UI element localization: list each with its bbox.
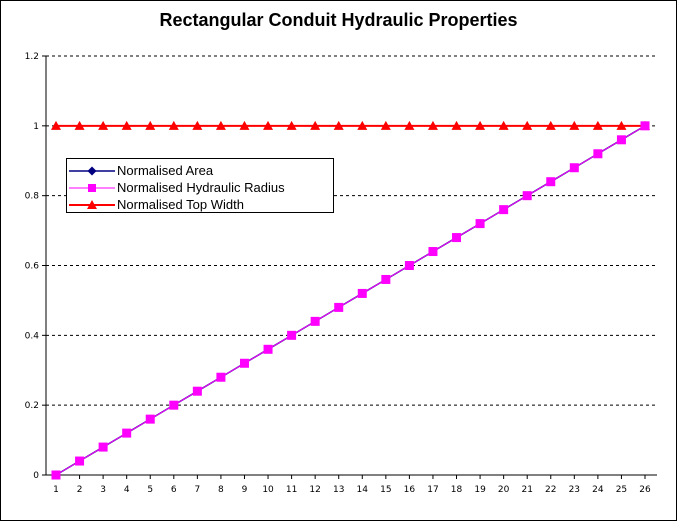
data-point-top-width: [545, 120, 556, 130]
data-point-hydraulic-radius: [98, 442, 108, 452]
x-tick-label: 14: [357, 485, 369, 495]
data-point-top-width: [286, 120, 297, 130]
legend-swatch-hydraulic-radius: [69, 184, 115, 192]
data-point-top-width: [427, 120, 438, 130]
x-tick-label: 3: [100, 485, 106, 495]
x-tick-label: 19: [474, 485, 486, 495]
x-tick-label: 9: [242, 485, 248, 495]
legend-label-hydraulic-radius: Normalised Hydraulic Radius: [117, 180, 285, 195]
data-point-top-width: [239, 120, 250, 130]
data-point-hydraulic-radius: [192, 386, 202, 396]
x-tick-label: 7: [194, 485, 200, 495]
y-tick-label: 0.8: [25, 192, 40, 202]
legend-item-top-width: Normalised Top Width: [67, 197, 333, 213]
data-point-hydraulic-radius: [428, 247, 438, 257]
x-tick-label: 21: [521, 485, 532, 495]
data-point-top-width: [51, 120, 61, 130]
data-point-hydraulic-radius: [334, 302, 344, 312]
x-tick-label: 22: [545, 485, 556, 495]
data-point-top-width: [475, 120, 486, 130]
x-tick-label: 11: [286, 485, 297, 495]
data-point-hydraulic-radius: [122, 428, 132, 438]
x-tick-label: 13: [333, 485, 344, 495]
x-tick-label: 12: [309, 485, 320, 495]
y-tick-label: 1.2: [25, 52, 39, 62]
data-point-top-width: [74, 120, 85, 130]
data-point-top-width: [522, 120, 533, 130]
data-point-hydraulic-radius: [475, 219, 485, 229]
y-tick-label: 0.6: [25, 262, 40, 272]
data-point-top-width: [192, 120, 203, 130]
x-tick-label: 26: [639, 485, 651, 495]
data-point-hydraulic-radius: [522, 191, 532, 201]
legend-swatch-area: [69, 166, 115, 176]
data-point-hydraulic-radius: [239, 358, 249, 368]
x-tick-label: 20: [498, 485, 510, 495]
legend-swatch-top-width: [69, 200, 115, 209]
data-point-hydraulic-radius: [381, 274, 391, 284]
x-tick-label: 4: [124, 485, 130, 495]
data-point-top-width: [616, 120, 627, 130]
data-point-top-width: [380, 120, 391, 130]
x-tick-label: 18: [451, 485, 463, 495]
x-tick-label: 16: [404, 485, 416, 495]
data-point-top-width: [263, 120, 274, 130]
x-tick-label: 6: [171, 485, 177, 495]
data-point-hydraulic-radius: [546, 177, 556, 187]
legend-item-area: Normalised Area: [67, 163, 333, 179]
data-point-top-width: [498, 120, 509, 130]
y-tick-label: 0: [33, 471, 39, 481]
data-point-top-width: [145, 120, 156, 130]
data-point-hydraulic-radius: [452, 233, 462, 243]
x-tick-label: 8: [218, 485, 224, 495]
legend: Normalised Area Normalised Hydraulic Rad…: [66, 158, 334, 213]
data-point-top-width: [404, 120, 415, 130]
data-point-hydraulic-radius: [593, 149, 603, 159]
data-point-top-width: [333, 120, 344, 130]
chart-title: Rectangular Conduit Hydraulic Properties: [159, 10, 518, 30]
data-point-hydraulic-radius: [640, 121, 650, 131]
x-tick-label: 24: [592, 485, 604, 495]
data-point-top-width: [215, 120, 226, 130]
data-point-hydraulic-radius: [263, 344, 273, 354]
data-point-top-width: [569, 120, 580, 130]
data-point-top-width: [98, 120, 109, 130]
y-tick-label: 0.4: [25, 331, 40, 341]
data-point-top-width: [592, 120, 603, 130]
x-tick-label: 2: [77, 485, 83, 495]
data-point-hydraulic-radius: [404, 261, 414, 270]
y-tick-label: 1: [33, 122, 39, 132]
x-tick-label: 17: [427, 485, 438, 495]
x-tick-label: 1: [53, 485, 59, 495]
data-point-hydraulic-radius: [287, 330, 297, 340]
y-tick-label: 0.2: [25, 401, 39, 411]
data-point-hydraulic-radius: [499, 205, 509, 215]
data-point-hydraulic-radius: [51, 470, 61, 480]
legend-label-area: Normalised Area: [117, 163, 214, 178]
data-point-hydraulic-radius: [75, 456, 85, 466]
data-point-hydraulic-radius: [145, 414, 155, 424]
data-point-top-width: [168, 120, 179, 130]
legend-item-hydraulic-radius: Normalised Hydraulic Radius: [67, 180, 333, 196]
x-tick-label: 15: [380, 485, 391, 495]
x-tick-label: 10: [262, 485, 274, 495]
legend-label-top-width: Normalised Top Width: [117, 197, 244, 212]
data-point-hydraulic-radius: [169, 400, 179, 410]
data-point-hydraulic-radius: [310, 316, 320, 326]
data-point-hydraulic-radius: [357, 288, 367, 298]
data-point-hydraulic-radius: [569, 163, 579, 173]
data-point-top-width: [451, 120, 462, 130]
data-point-top-width: [310, 120, 321, 130]
data-point-hydraulic-radius: [616, 135, 626, 145]
data-point-top-width: [121, 120, 132, 130]
x-tick-label: 25: [616, 485, 627, 495]
x-tick-label: 23: [569, 485, 580, 495]
x-tick-label: 5: [147, 485, 153, 495]
data-point-top-width: [357, 120, 368, 130]
data-point-hydraulic-radius: [216, 372, 226, 382]
